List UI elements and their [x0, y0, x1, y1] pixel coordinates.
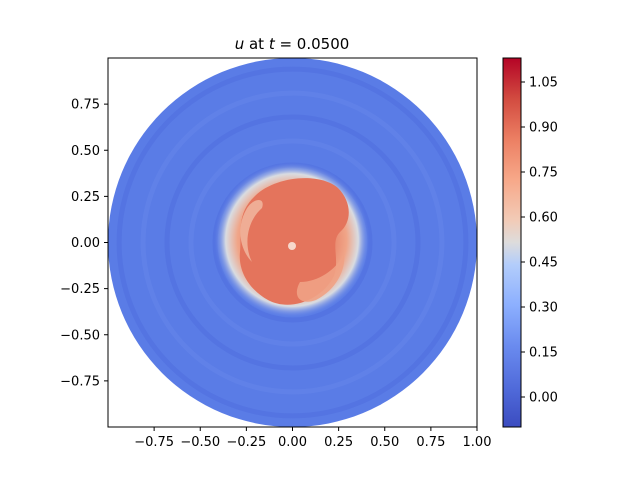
- x-tick-label: 0.50: [370, 435, 399, 450]
- y-tick-label: 0.00: [71, 236, 100, 251]
- x-tick-label: −0.25: [226, 435, 266, 450]
- colorbar: [502, 57, 522, 428]
- contour-ring: [188, 138, 397, 347]
- center-hotspot: [288, 242, 296, 250]
- x-tick-label: 1.00: [463, 435, 492, 450]
- y-tick-label: −0.75: [60, 374, 100, 389]
- x-tick-label: 0.00: [278, 435, 307, 450]
- y-tick-label: 0.75: [71, 98, 100, 113]
- colorbar-tick-label: 0.45: [529, 256, 558, 271]
- y-tick-label: −0.50: [60, 328, 100, 343]
- title-time-value: = 0.0500: [275, 35, 350, 53]
- contour-ring: [116, 66, 469, 419]
- colorbar-tick-label: 0.60: [529, 211, 558, 226]
- colorbar-tick-label: 0.00: [529, 391, 558, 406]
- title-time-variable: t: [269, 35, 276, 53]
- hot-region-spiral-arm-left: [240, 199, 263, 262]
- colorbar-axis: 1.05 0.90 0.75 0.60 0.45 0.30 0.15 0.00: [521, 76, 558, 406]
- y-tick-label: −0.25: [60, 282, 100, 297]
- plot-area: [108, 58, 477, 427]
- title-variable: u: [235, 35, 245, 53]
- colorbar-tick-label: 0.75: [529, 166, 558, 181]
- colorbar-tick-label: 0.30: [529, 301, 558, 316]
- x-tick-label: 0.75: [416, 435, 445, 450]
- x-tick-label: −0.75: [134, 435, 174, 450]
- x-axis: −0.75 −0.50 −0.25 0.00 0.25 0.50 0.75 1.00: [134, 427, 491, 450]
- hot-region-core: [239, 178, 349, 305]
- colorbar-tick-label: 0.90: [529, 121, 558, 136]
- y-tick-label: 0.50: [71, 144, 100, 159]
- x-tick-label: 0.25: [324, 435, 353, 450]
- hot-region-spiral-arm: [296, 254, 345, 302]
- colorbar-tick-label: 0.15: [529, 346, 558, 361]
- x-tick-label: −0.50: [180, 435, 220, 450]
- chart-title: u at t = 0.0500: [235, 35, 350, 53]
- contour-ring: [140, 90, 445, 395]
- contour-ring: [164, 114, 421, 371]
- y-tick-label: 0.25: [71, 190, 100, 205]
- title-mid: at: [244, 35, 269, 53]
- y-axis: 0.75 0.50 0.25 0.00 −0.25 −0.50 −0.75: [60, 98, 108, 389]
- colorbar-tick-label: 1.05: [529, 76, 558, 91]
